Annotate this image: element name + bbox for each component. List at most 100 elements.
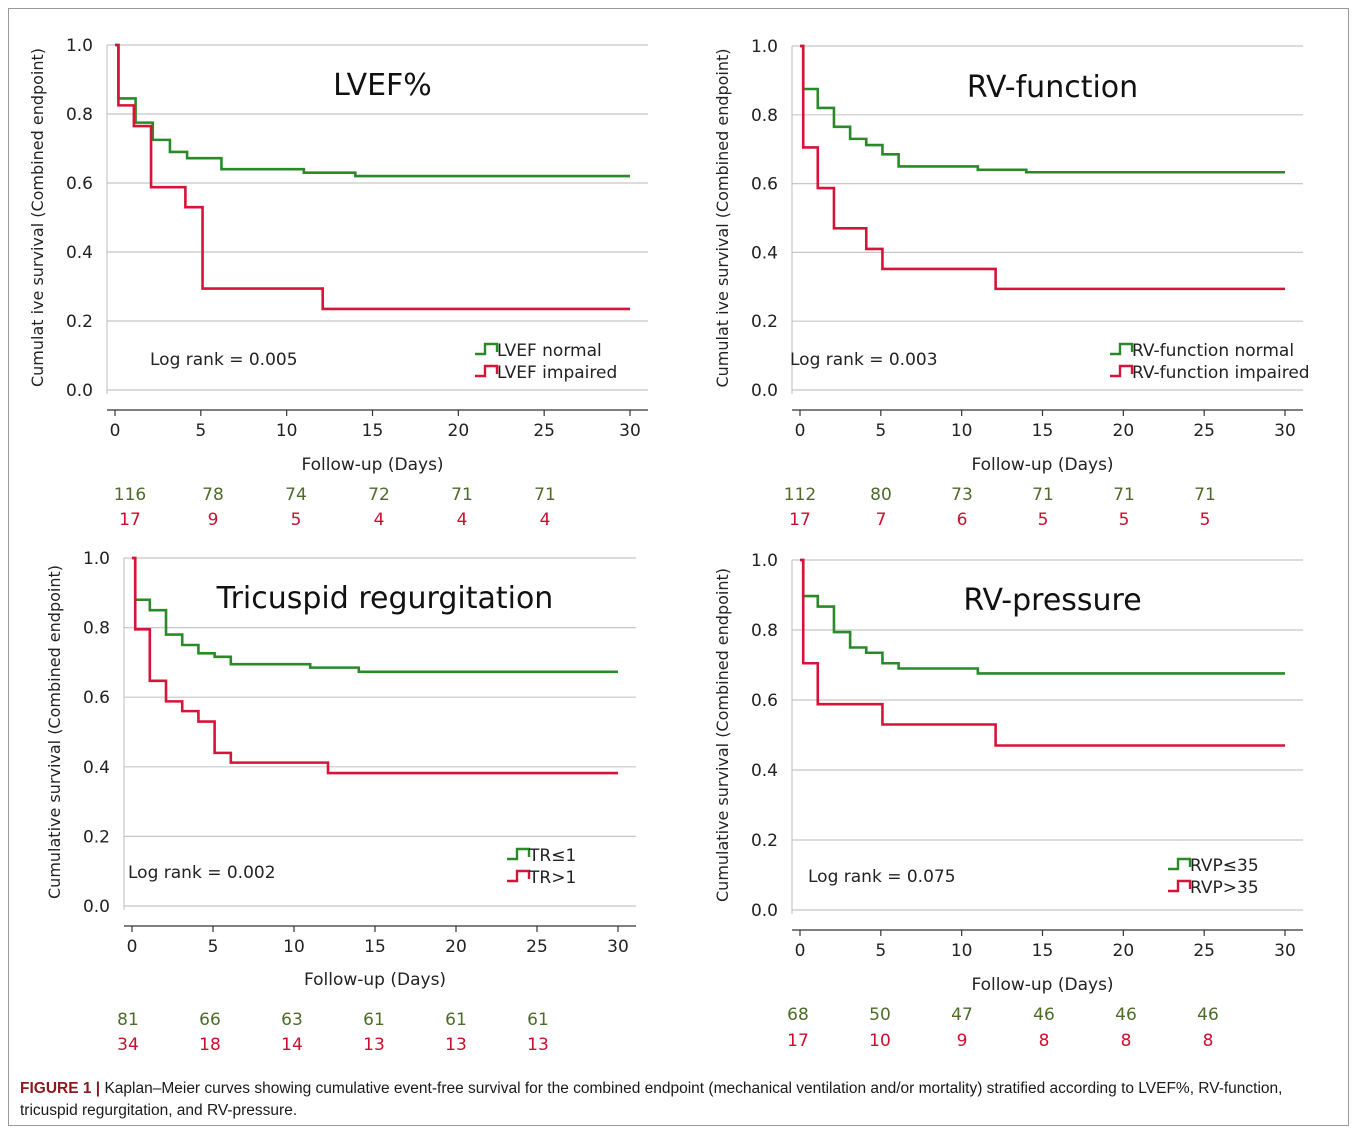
at-risk-normal: 46 [1197,1005,1219,1025]
y-tick-label: 0.2 [751,312,778,332]
at-risk-normal: 50 [869,1005,891,1025]
legend-symbol [1110,364,1134,378]
at-risk-impaired: 9 [208,510,219,530]
y-tick-label: 1.0 [751,551,778,571]
at-risk-normal: 71 [534,485,556,505]
figure-frame [8,8,1349,1126]
y-tick-label: 0.4 [751,243,778,263]
chart-title: RV-pressure [963,583,1141,618]
y-tick-label: 0.6 [66,174,93,194]
x-tick-label: 10 [951,941,973,961]
x-tick-label: 25 [533,421,555,441]
y-tick-label: 0.4 [83,758,110,778]
x-tick-label: 15 [1032,421,1054,441]
x-axis-label: Follow-up (Days) [301,455,443,475]
km-panel-tricuspid-regurgitation: 0.0 0.2 0.4 0.6 0.8 1.0 0 5 10 15 20 25 30 Follow-up … [20,530,680,1055]
at-risk-normal: 71 [1113,485,1135,505]
at-risk-normal: 68 [787,1005,809,1025]
at-risk-impaired: 5 [1119,510,1130,530]
y-axis-label: Cumulat ive survival (Combined endpoint) [713,48,732,387]
at-risk-impaired: 4 [457,510,468,530]
chart-title: Tricuspid regurgitation [216,581,554,616]
x-tick-label: 25 [526,937,548,957]
at-risk-impaired: 8 [1121,1031,1132,1051]
km-chart-lvef: 0.0 0.2 0.4 0.6 0.8 1.0 0 5 10 15 20 25 30 Follow-up … [28,36,648,530]
at-risk-impaired: 14 [281,1035,303,1055]
x-tick-label: 5 [195,421,206,441]
at-risk-impaired: 4 [374,510,385,530]
y-tick-label: 0.0 [751,381,778,401]
x-tick-label: 25 [1193,941,1215,961]
x-tick-label: 20 [1113,941,1135,961]
x-tick-label: 30 [619,421,641,441]
series-line-normal [800,44,1285,174]
at-risk-impaired: 8 [1203,1031,1214,1051]
x-axis-label: Follow-up (Days) [304,970,446,990]
x-tick-label: 15 [364,937,386,957]
legend-symbol [507,869,531,883]
at-risk-normal: 61 [527,1010,549,1030]
at-risk-impaired: 17 [789,510,811,530]
chart-title: RV-function [967,70,1138,105]
at-risk-normal: 78 [202,485,224,505]
log-rank-annotation: Log rank = 0.075 [808,867,956,887]
caption-label: FIGURE 1 | [20,1080,101,1097]
series-line-impaired [115,43,630,311]
legend-symbol [475,342,499,356]
x-tick-label: 10 [951,421,973,441]
at-risk-normal: 74 [285,485,307,505]
y-tick-label: 0.4 [66,243,93,263]
x-axis-label: Follow-up (Days) [971,455,1113,475]
y-tick-label: 0.6 [751,175,778,195]
series-line-normal [132,556,618,674]
y-tick-label: 0.0 [66,381,93,401]
at-risk-normal: 80 [870,485,892,505]
legend-label: RVP>35 [1190,878,1259,898]
x-tick-label: 0 [795,941,806,961]
at-risk-impaired: 17 [787,1031,809,1051]
at-risk-normal: 71 [1194,485,1216,505]
log-rank-annotation: Log rank = 0.002 [128,863,276,883]
x-tick-label: 5 [875,421,886,441]
at-risk-impaired: 6 [957,510,968,530]
at-risk-normal: 46 [1115,1005,1137,1025]
km-chart-tricuspid-regurgitation: 0.0 0.2 0.4 0.6 0.8 1.0 0 5 10 15 20 25 30 Follow-up … [45,549,636,1055]
x-tick-label: 25 [1193,421,1215,441]
series-line-impaired [800,558,1285,747]
at-risk-impaired: 13 [445,1035,467,1055]
at-risk-normal: 61 [363,1010,385,1030]
at-risk-impaired: 5 [1200,510,1211,530]
x-tick-label: 30 [1274,421,1296,441]
y-axis-label: Cumulat ive survival (Combined endpoint) [28,48,47,387]
x-tick-label: 20 [448,421,470,441]
at-risk-normal: 73 [951,485,973,505]
km-panel-rv-function: 0.0 0.2 0.4 0.6 0.8 1.0 0 5 10 15 20 25 30 Follow-up … [690,20,1350,530]
figure-caption: FIGURE 1 | Kaplan–Meier curves showing c… [20,1078,1340,1122]
at-risk-impaired: 5 [1038,510,1049,530]
caption-text: Kaplan–Meier curves showing cumulative e… [20,1080,1283,1119]
y-tick-label: 0.0 [751,901,778,921]
x-tick-label: 0 [795,421,806,441]
y-tick-label: 0.8 [751,106,778,126]
legend-symbol [1168,879,1192,893]
series-line-impaired [132,556,618,775]
at-risk-impaired: 7 [876,510,887,530]
series-line-impaired [800,44,1285,291]
at-risk-impaired: 34 [117,1035,139,1055]
at-risk-impaired: 13 [363,1035,385,1055]
x-tick-label: 30 [607,937,629,957]
at-risk-impaired: 18 [199,1035,221,1055]
at-risk-impaired: 17 [119,510,141,530]
legend-label: TR>1 [528,868,576,888]
legend-symbol [1168,857,1192,871]
km-panel-rv-pressure: 0.0 0.2 0.4 0.6 0.8 1.0 0 5 10 15 20 25 30 Follow-up … [690,530,1350,1051]
at-risk-normal: 46 [1033,1005,1055,1025]
legend-label: RV-function impaired [1132,363,1310,383]
at-risk-impaired: 9 [957,1031,968,1051]
x-tick-label: 15 [362,421,384,441]
x-tick-label: 10 [283,937,305,957]
y-tick-label: 0.4 [751,761,778,781]
chart-title: LVEF% [333,68,432,103]
legend-label: LVEF normal [497,341,602,361]
x-tick-label: 20 [1113,421,1135,441]
